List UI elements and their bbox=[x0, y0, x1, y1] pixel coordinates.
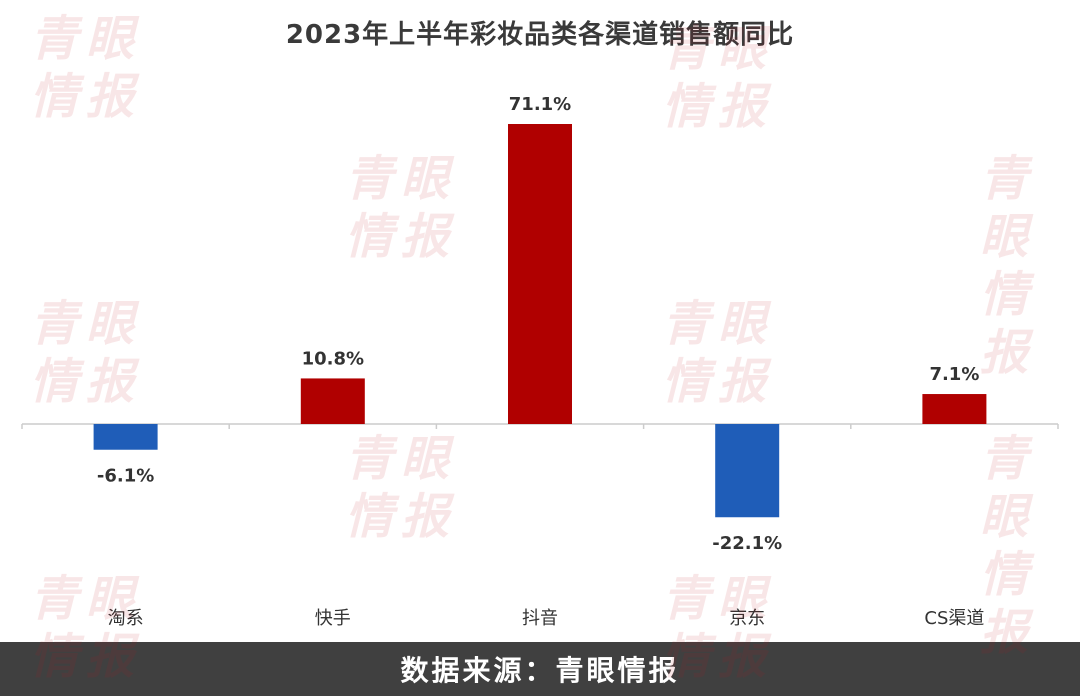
category-label-4: 京东 bbox=[729, 608, 765, 629]
bar-3 bbox=[508, 124, 572, 424]
source-footer: 数据来源：青眼情报 bbox=[0, 642, 1080, 696]
bar-chart: -6.1% 淘系 10.8% 快手 71.1% 抖音 -22.1% 京东 7.1% CS渠道 bbox=[21, 94, 1059, 629]
chart-title: 2023年上半年彩妆品类各渠道销售额同比 bbox=[285, 20, 795, 50]
category-label-3: 抖音 bbox=[522, 608, 558, 629]
bar-2 bbox=[300, 378, 365, 424]
data-label-3: 71.1% bbox=[509, 94, 571, 115]
bar-5 bbox=[922, 394, 987, 424]
data-label-2: 10.8% bbox=[302, 348, 364, 369]
category-label-1: 淘系 bbox=[108, 608, 144, 629]
data-label-5: 7.1% bbox=[929, 364, 979, 385]
chart-area: 2023年上半年彩妆品类各渠道销售额同比 -6.1% 淘系 10.8% 快手 71.1%… bbox=[21, 20, 1059, 629]
data-label-4: -22.1% bbox=[712, 533, 782, 554]
category-label-2: 快手 bbox=[315, 608, 351, 629]
category-label-5: CS渠道 bbox=[924, 608, 984, 629]
data-label-1: -6.1% bbox=[97, 466, 154, 487]
bar-1 bbox=[93, 424, 158, 450]
bar-4 bbox=[715, 424, 780, 518]
